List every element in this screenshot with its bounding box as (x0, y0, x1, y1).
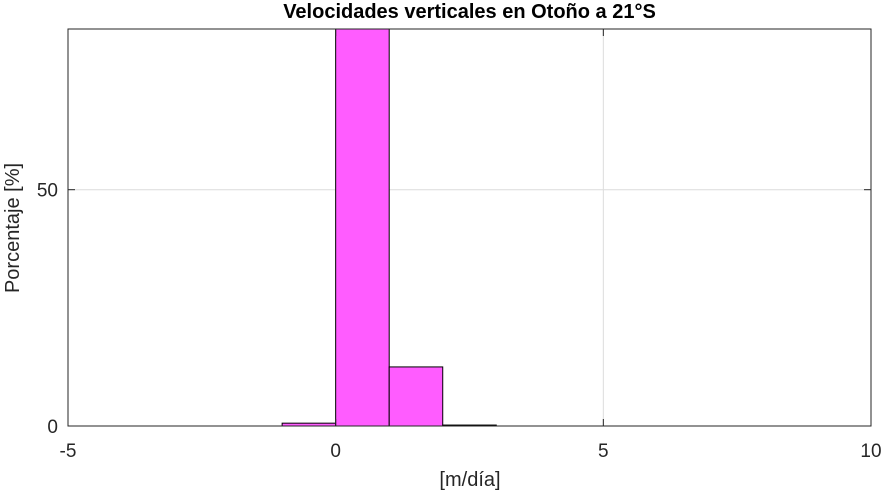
x-tick-label: -5 (60, 441, 77, 462)
histogram-bars (281, 28, 497, 427)
y-axis-label: Porcentaje [%] (2, 163, 24, 293)
grid-lines (68, 29, 871, 426)
y-tick-label: 50 (37, 181, 58, 202)
x-axis-label: [m/día] (439, 469, 500, 491)
x-tick-label: 5 (598, 441, 609, 462)
histogram-bar (388, 366, 444, 427)
chart-title: Velocidades verticales en Otoño a 21°S (283, 1, 656, 23)
x-tick-label: 10 (860, 441, 881, 462)
axes-box (67, 28, 872, 427)
x-tick-label: 0 (330, 441, 341, 462)
y-tick-label: 0 (47, 417, 58, 438)
histogram-bar (335, 28, 390, 427)
